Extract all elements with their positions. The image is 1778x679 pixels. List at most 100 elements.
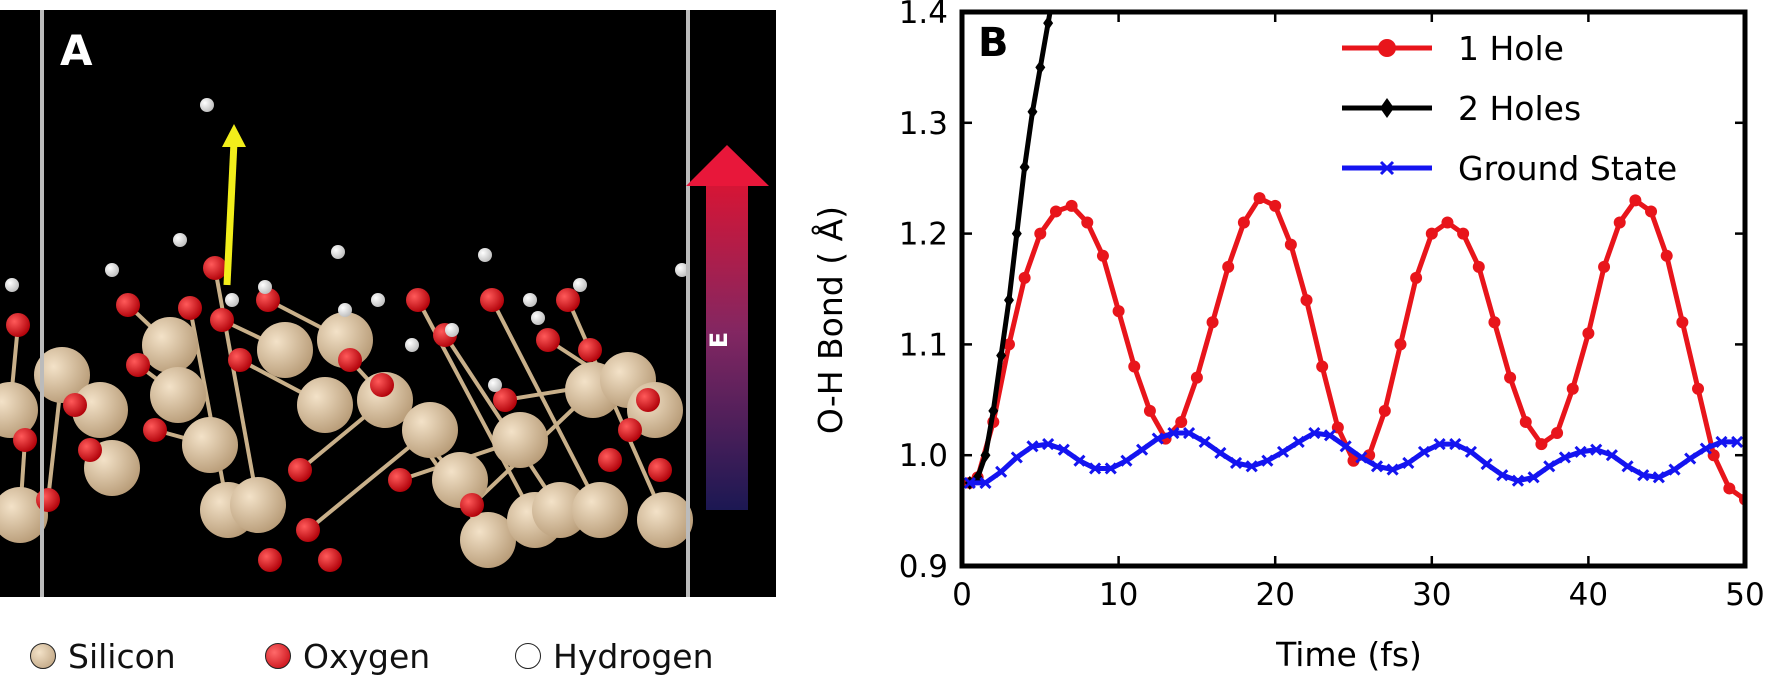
data-point <box>1002 338 1015 351</box>
x-axis-label: Time (fs) <box>1275 635 1422 674</box>
data-point <box>971 471 984 484</box>
data-point <box>988 403 999 418</box>
series-line <box>968 195 1745 502</box>
silicon-atom <box>142 317 198 373</box>
hydrogen-atom <box>478 248 492 262</box>
oxygen-atom <box>636 388 660 412</box>
oxygen-atom <box>203 256 227 280</box>
silicon-atom <box>572 482 628 538</box>
oxygen-atom <box>258 548 282 572</box>
y-tick-label: 1.3 <box>899 106 948 142</box>
y-tick-label: 1.2 <box>899 217 948 253</box>
data-point <box>1590 443 1603 456</box>
oxygen-atom <box>228 348 252 372</box>
data-point <box>1057 443 1070 456</box>
hydrogen-atom <box>531 311 545 325</box>
data-point <box>1441 216 1454 229</box>
y-tick-label: 1.4 <box>899 0 948 31</box>
silicon-atom <box>297 377 353 433</box>
yellow-arrow-shaft <box>223 141 238 286</box>
oxygen-atom <box>13 428 37 452</box>
data-point <box>1543 460 1556 473</box>
hydrogen-atom <box>331 245 345 259</box>
data-point <box>1198 435 1211 448</box>
data-point <box>1253 192 1266 205</box>
legend-silicon: Silicon <box>30 636 176 676</box>
data-point <box>980 448 991 463</box>
silicon-atom <box>637 492 693 548</box>
data-point <box>1261 454 1274 467</box>
data-point <box>1410 271 1423 284</box>
oxygen-atom <box>648 458 672 482</box>
oxygen-atom <box>318 548 342 572</box>
oxygen-atom <box>460 493 484 517</box>
data-point <box>1167 426 1180 440</box>
hydrogen-atom <box>445 323 459 337</box>
hydrogen-atom <box>488 378 502 392</box>
silicon-atom <box>0 487 48 543</box>
data-point <box>1613 216 1626 229</box>
data-point <box>1645 205 1658 218</box>
data-point <box>1347 454 1360 467</box>
oxygen-atom <box>210 308 234 332</box>
oxygen-atom <box>256 288 280 312</box>
data-point <box>1089 462 1102 475</box>
oxygen-atom <box>78 438 102 462</box>
data-point <box>1480 458 1493 471</box>
data-point <box>1425 227 1438 240</box>
oxygen-atom <box>143 418 167 442</box>
hydrogen-atom <box>5 278 19 292</box>
data-point <box>1558 451 1571 464</box>
oxygen-atom <box>370 373 394 397</box>
oxygen-atom <box>480 288 504 312</box>
oxygen-atom <box>406 288 430 312</box>
hydrogen-atom <box>405 338 419 352</box>
panel-a-structure: A E <box>0 10 776 597</box>
silicon-swatch-icon <box>30 643 56 669</box>
oxygen-atom <box>63 393 87 417</box>
data-point <box>1042 438 1055 451</box>
data-point <box>1582 327 1595 340</box>
data-point <box>1692 382 1705 395</box>
data-point <box>979 476 992 489</box>
hydrogen-swatch-icon <box>515 643 541 669</box>
data-point <box>963 476 976 489</box>
oxygen-atom <box>578 338 602 362</box>
silicon-atom <box>532 482 588 538</box>
data-point <box>1143 404 1156 417</box>
data-point <box>1112 305 1125 318</box>
data-point <box>1378 404 1391 417</box>
data-point <box>1222 260 1235 273</box>
data-point <box>1457 227 1470 240</box>
data-point <box>1120 454 1133 467</box>
data-point <box>1034 227 1047 240</box>
hydrogen-atom <box>105 263 119 277</box>
field-arrow-shaft <box>706 186 748 510</box>
data-point <box>1237 216 1250 229</box>
data-point <box>1065 199 1078 212</box>
series-2-holes <box>964 12 1054 490</box>
y-tick-label: 1.0 <box>899 438 948 474</box>
data-point <box>1104 462 1117 475</box>
data-point <box>1355 451 1368 464</box>
data-point <box>1449 438 1462 451</box>
bond <box>566 299 667 521</box>
data-point <box>1731 435 1744 448</box>
data-point <box>1496 469 1509 482</box>
x-tick-label: 10 <box>1099 577 1138 613</box>
data-point <box>1629 194 1642 207</box>
hydrogen-atom <box>371 293 385 307</box>
bond <box>213 267 260 506</box>
y-tick-label: 1.1 <box>899 327 948 363</box>
plot-frame <box>959 9 1748 569</box>
data-point <box>1699 442 1712 455</box>
bond <box>490 299 602 511</box>
data-point <box>1472 260 1485 273</box>
data-point <box>1574 445 1587 458</box>
data-point <box>1527 471 1540 484</box>
data-point <box>1183 426 1196 440</box>
data-point <box>1043 16 1054 31</box>
yellow-arrow-head <box>222 124 246 147</box>
oxygen-atom <box>618 418 642 442</box>
legend-silicon-label: Silicon <box>68 636 176 676</box>
